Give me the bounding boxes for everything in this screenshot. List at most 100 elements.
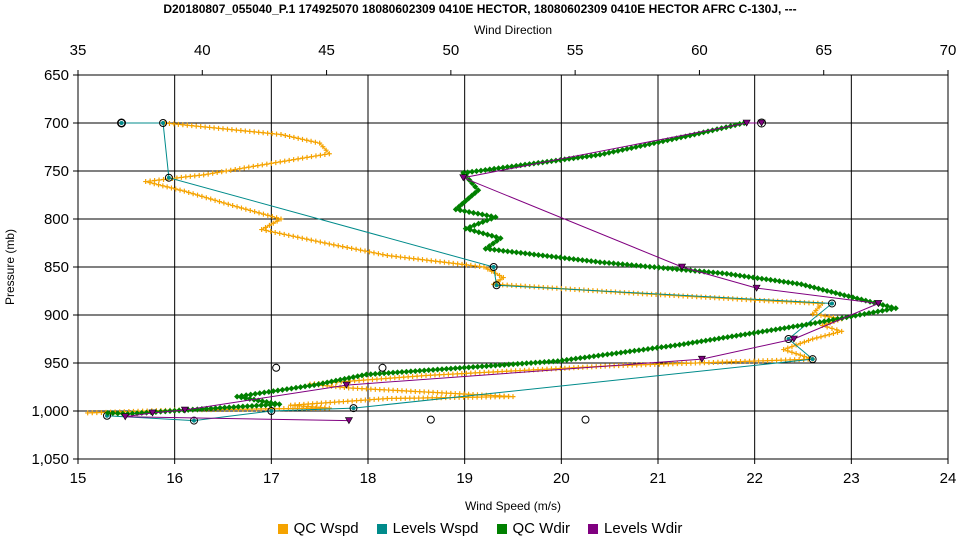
data-point [501,394,507,400]
data-point [277,159,283,165]
data-point [219,169,225,175]
data-point [473,168,480,175]
data-point [617,349,624,356]
data-point [277,230,283,236]
data-point [247,391,254,398]
data-point [233,127,239,133]
data-point [857,311,864,318]
data-point [839,328,845,334]
data-point [363,386,369,392]
data-point [109,410,116,417]
data-point [798,322,805,329]
data-point [767,276,774,283]
data-point [500,282,506,288]
data-point [272,229,278,235]
data-point [810,336,816,342]
data-point [492,394,498,400]
data-point [297,384,304,391]
data-point [635,347,642,354]
data-point [821,318,828,325]
data-point [789,335,798,343]
data-point [775,298,781,304]
x2-tick-label: 55 [567,42,584,59]
x-tick-label: 16 [166,470,183,487]
data-point [608,350,615,357]
data-point [613,350,620,357]
data-point [317,152,323,158]
data-point [728,359,734,365]
data-point [788,299,794,305]
y-tick-label: 900 [44,307,69,324]
data-point [544,252,551,259]
data-point [402,395,408,401]
data-point [210,170,216,176]
data-point [183,174,189,180]
data-point [256,129,262,135]
data-point [530,160,537,167]
data-point [263,224,269,230]
data-point [258,402,265,409]
data-point [353,246,359,252]
data-point [862,297,869,304]
data-point [349,398,355,404]
data-point [487,246,494,253]
x-tick-label: 20 [553,470,570,487]
data-point [485,266,491,272]
data-point [486,166,493,173]
series-levels-wdir [121,118,883,425]
data-point [680,293,686,299]
data-point [271,401,278,408]
data-point [229,127,235,133]
data-point [308,237,314,243]
data-point [517,249,524,256]
data-point [393,254,399,260]
data-point [199,193,205,199]
data-point [702,337,709,344]
data-point [322,240,328,246]
data-point [539,252,546,259]
x2-tick-label: 70 [940,42,957,59]
data-point [824,287,831,294]
data-point [583,153,590,160]
data-point-fill [491,265,496,269]
data-point [223,168,229,174]
data-point [581,354,588,361]
data-point [273,160,279,166]
data-point [463,262,469,268]
data-point [156,182,162,188]
legend-swatch [496,523,507,534]
data-point [308,138,314,144]
data-point [812,319,819,326]
data-point [192,173,198,179]
data-point [463,370,469,376]
data-point [471,228,478,234]
data-point [680,341,687,348]
data-point [326,405,332,411]
data-point [323,400,329,406]
data-point [703,294,709,300]
data-point [394,369,401,376]
data-point [595,352,602,359]
data-point [535,251,542,258]
data-point [568,356,575,363]
data-point [561,255,568,262]
x-tick-label: 19 [456,470,473,487]
data-point [797,352,803,358]
data-point [335,243,341,249]
data-point [816,319,823,326]
data-point [211,125,217,131]
data-point [828,299,836,308]
data-point [332,399,338,405]
data-point [646,141,653,148]
data-point [363,371,370,378]
data-point [751,358,757,364]
y-tick-label: 650 [44,67,69,84]
data-point [504,282,510,288]
data-point [342,381,351,389]
data-point [637,143,644,150]
data-point [559,357,566,364]
data-point [474,394,480,400]
data-point [784,299,790,305]
data-point-fill [192,418,196,423]
data-point [526,250,533,257]
